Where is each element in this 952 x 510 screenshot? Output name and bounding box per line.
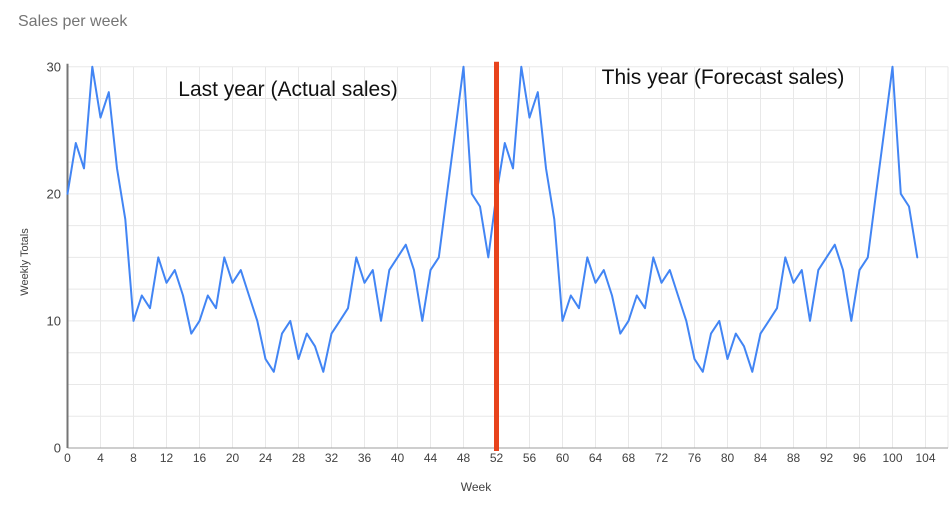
x-tick-label: 16 — [193, 451, 207, 465]
x-tick-label: 100 — [882, 451, 902, 465]
x-tick-label: 104 — [915, 451, 935, 465]
x-tick-label: 20 — [226, 451, 240, 465]
x-tick-label: 40 — [391, 451, 405, 465]
x-tick-label: 76 — [688, 451, 702, 465]
annotation-last-year: Last year (Actual sales) — [178, 78, 398, 101]
annotation-this-year: This year (Forecast sales) — [601, 66, 845, 89]
x-tick-label: 56 — [523, 451, 537, 465]
x-tick-label: 60 — [556, 451, 570, 465]
sales-line — [66, 65, 919, 373]
y-tick-label: 30 — [47, 59, 61, 74]
x-tick-label: 12 — [160, 451, 174, 465]
x-tick-label: 88 — [787, 451, 801, 465]
x-tick-label: 48 — [457, 451, 471, 465]
x-tick-label: 96 — [853, 451, 867, 465]
x-tick-label: 72 — [655, 451, 669, 465]
x-tick-label: 64 — [589, 451, 603, 465]
x-tick-label: 28 — [292, 451, 306, 465]
y-tick-label: 10 — [47, 313, 61, 328]
x-tick-label: 84 — [754, 451, 768, 465]
x-axis-title: Week — [460, 480, 492, 494]
x-tick-label: 92 — [820, 451, 834, 465]
x-tick-label: 36 — [358, 451, 372, 465]
x-tick-label: 8 — [130, 451, 137, 465]
x-tick-label: 24 — [259, 451, 273, 465]
y-tick-label: 20 — [47, 186, 61, 201]
y-tick-label: 0 — [54, 441, 61, 456]
x-tick-label: 32 — [325, 451, 339, 465]
x-tick-label: 52 — [490, 451, 504, 465]
x-tick-label: 44 — [424, 451, 438, 465]
x-tick-label: 4 — [97, 451, 104, 465]
chart-title: Sales per week — [18, 13, 128, 30]
x-tick-label: 80 — [721, 451, 735, 465]
x-tick-label: 0 — [64, 451, 71, 465]
x-tick-label: 68 — [622, 451, 636, 465]
